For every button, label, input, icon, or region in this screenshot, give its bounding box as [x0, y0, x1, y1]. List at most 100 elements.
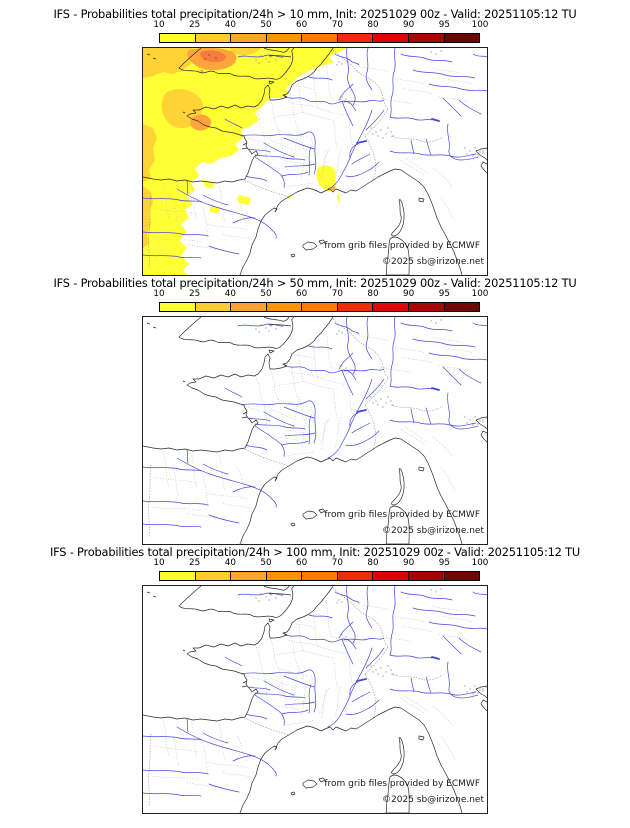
- colorbar-tick: 40: [224, 289, 236, 299]
- colorbar-segment: [160, 572, 196, 580]
- coastlines: [143, 317, 487, 544]
- urban-areas: [250, 588, 487, 695]
- colorbar-tick: 10: [153, 20, 165, 30]
- rivers: [143, 48, 487, 259]
- base-map-svg: [143, 317, 487, 544]
- colorbar-tick: 90: [403, 289, 415, 299]
- rivers: [143, 317, 487, 528]
- base-map-svg: [143, 48, 487, 275]
- colorbar-tick: 50: [260, 558, 272, 568]
- colorbar-tick: 95: [438, 289, 450, 299]
- colorbar-tick: 80: [367, 558, 379, 568]
- colorbar-segment: [302, 34, 338, 42]
- country-borders: [148, 587, 444, 807]
- colorbar-tick: 95: [438, 20, 450, 30]
- colorbar-segment: [302, 303, 338, 311]
- colorbar-tick: 90: [403, 558, 415, 568]
- colorbar-tick: 95: [438, 558, 450, 568]
- attribution-copyright: ©2025 sb@irizone.net: [382, 795, 484, 805]
- colorbar-bar: [159, 33, 480, 43]
- colorbar-segment: [337, 572, 374, 580]
- panel-title: IFS - Probabilities total precipitation/…: [53, 7, 577, 21]
- colorbar-segment: [444, 34, 480, 42]
- colorbar-segment: [266, 572, 303, 580]
- colorbar-tick: 70: [331, 558, 343, 568]
- colorbar-tick: 25: [189, 20, 201, 30]
- colorbar-ticks: 10 25 40 50 60 70 80 90 95 100: [153, 20, 488, 32]
- colorbar-tick: 100: [471, 558, 489, 568]
- map-frame: from grib files provided by ECMWF ©2025 …: [142, 47, 488, 276]
- colorbar-ticks: 10 25 40 50 60 70 80 90 95 100: [153, 558, 488, 570]
- urban-areas: [250, 319, 487, 426]
- colorbar-segment: [231, 34, 267, 42]
- colorbar-segment: [373, 34, 409, 42]
- colorbar-tick: 100: [471, 289, 489, 299]
- colorbar-ticks: 10 25 40 50 60 70 80 90 95 100: [153, 289, 488, 301]
- colorbar-segment: [337, 303, 374, 311]
- base-map-svg: [143, 586, 487, 813]
- country-borders: [148, 318, 444, 538]
- colorbar-segment: [408, 303, 445, 311]
- colorbar-tick: 25: [189, 289, 201, 299]
- colorbar-tick: 10: [153, 558, 165, 568]
- colorbar-tick: 10: [153, 289, 165, 299]
- colorbar-segment: [337, 34, 374, 42]
- colorbar-segment: [195, 572, 232, 580]
- panel-precip-gt-50mm: IFS - Probabilities total precipitation/…: [0, 269, 630, 545]
- panel-precip-gt-10mm: IFS - Probabilities total precipitation/…: [0, 0, 630, 276]
- colorbar-segment: [373, 303, 409, 311]
- colorbar-tick: 70: [331, 20, 343, 30]
- map-frame: from grib files provided by ECMWF ©2025 …: [142, 316, 488, 545]
- urban-areas: [250, 50, 487, 157]
- colorbar-tick: 50: [260, 289, 272, 299]
- attribution-copyright: ©2025 sb@irizone.net: [382, 257, 484, 267]
- attribution-ecmwf: from grib files provided by ECMWF: [324, 241, 480, 251]
- country-borders: [148, 49, 444, 269]
- colorbar-tick: 90: [403, 20, 415, 30]
- colorbar-bar: [159, 302, 480, 312]
- colorbar-segment: [408, 34, 445, 42]
- colorbar-tick: 50: [260, 20, 272, 30]
- colorbar-segment: [231, 303, 267, 311]
- colorbar-segment: [195, 303, 232, 311]
- probability-colorbar: 10 25 40 50 60 70 80 90 95 100: [153, 289, 488, 315]
- precipitation-overlay: [143, 48, 347, 275]
- colorbar-tick: 60: [296, 20, 308, 30]
- probability-colorbar: 10 25 40 50 60 70 80 90 95 100: [153, 20, 488, 46]
- attribution-copyright: ©2025 sb@irizone.net: [382, 526, 484, 536]
- panel-precip-gt-100mm: IFS - Probabilities total precipitation/…: [0, 538, 630, 828]
- colorbar-tick: 60: [296, 289, 308, 299]
- attribution-ecmwf: from grib files provided by ECMWF: [324, 510, 480, 520]
- colorbar-tick: 70: [331, 289, 343, 299]
- admin-boundaries: [152, 599, 474, 789]
- colorbar-segment: [444, 303, 480, 311]
- colorbar-tick: 40: [224, 558, 236, 568]
- panel-title: IFS - Probabilities total precipitation/…: [53, 276, 577, 290]
- colorbar-segment: [373, 572, 409, 580]
- colorbar-tick: 40: [224, 20, 236, 30]
- colorbar-segment: [160, 34, 196, 42]
- colorbar-tick: 25: [189, 558, 201, 568]
- colorbar-segment: [444, 572, 480, 580]
- coastlines: [143, 48, 487, 275]
- colorbar-segment: [266, 34, 303, 42]
- attribution-ecmwf: from grib files provided by ECMWF: [324, 779, 480, 789]
- coastlines: [143, 586, 487, 813]
- colorbar-tick: 100: [471, 20, 489, 30]
- colorbar-tick: 80: [367, 289, 379, 299]
- probability-colorbar: 10 25 40 50 60 70 80 90 95 100: [153, 558, 488, 584]
- colorbar-segment: [195, 34, 232, 42]
- colorbar-segment: [302, 572, 338, 580]
- admin-boundaries: [152, 61, 474, 251]
- colorbar-tick: 60: [296, 558, 308, 568]
- rivers: [143, 586, 487, 797]
- panel-title: IFS - Probabilities total precipitation/…: [49, 545, 581, 559]
- map-frame: from grib files provided by ECMWF ©2025 …: [142, 585, 488, 814]
- colorbar-segment: [266, 303, 303, 311]
- colorbar-segment: [408, 572, 445, 580]
- colorbar-segment: [160, 303, 196, 311]
- colorbar-segment: [231, 572, 267, 580]
- admin-boundaries: [152, 330, 474, 520]
- colorbar-tick: 80: [367, 20, 379, 30]
